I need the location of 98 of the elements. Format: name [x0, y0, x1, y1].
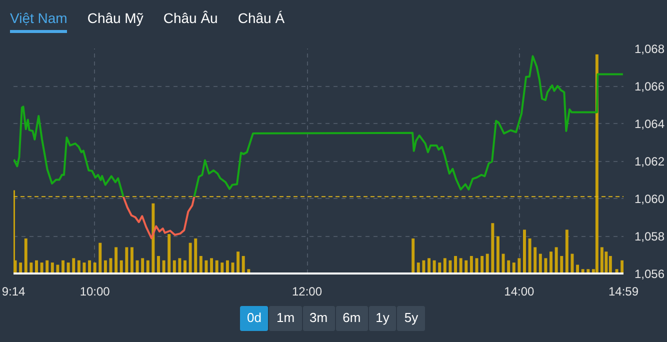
bar [120, 260, 123, 274]
text: 0d [240, 306, 268, 331]
bar [416, 262, 420, 274]
bar [432, 260, 436, 274]
bar [554, 247, 558, 274]
bar [470, 256, 473, 274]
bar [46, 260, 49, 274]
bar [98, 242, 102, 274]
text: 6m [336, 306, 368, 331]
bar [194, 238, 198, 274]
bar [576, 264, 580, 274]
bar [412, 238, 415, 274]
bar [512, 262, 516, 274]
bar [72, 258, 76, 274]
bar [19, 262, 22, 274]
bar [157, 256, 160, 274]
bar [178, 258, 182, 274]
bar [544, 258, 548, 274]
bar [491, 223, 494, 274]
y-tick-label: 1,060 [634, 192, 665, 206]
bar [66, 262, 70, 274]
bar [136, 260, 139, 274]
bar [56, 264, 60, 274]
bar [528, 238, 532, 274]
y-tick-label: 1,058 [634, 230, 665, 244]
y-tick-label: 1,068 [634, 42, 665, 56]
text: 1y [368, 306, 396, 331]
bar [236, 252, 240, 274]
bar [24, 238, 28, 274]
bar [570, 254, 574, 274]
bar [220, 262, 224, 274]
y-tick-label: 1,056 [634, 267, 665, 281]
bar [114, 247, 118, 274]
y-tick-label: 1,066 [634, 80, 665, 94]
bar [130, 247, 134, 274]
bar [538, 254, 542, 274]
bar [428, 258, 430, 274]
bar [454, 256, 458, 274]
bar [459, 258, 462, 274]
bar [523, 230, 526, 274]
bar [162, 260, 166, 274]
bar [152, 203, 155, 274]
x-tick-label: 14:59 [608, 284, 639, 298]
bar [77, 260, 80, 274]
bar [608, 256, 612, 274]
bar [496, 236, 500, 274]
bar [199, 256, 202, 274]
bar [40, 262, 44, 274]
text: Châu Á [238, 10, 285, 28]
bar [502, 254, 505, 274]
text: 5y [397, 306, 426, 331]
bar [35, 260, 38, 274]
bar [172, 260, 176, 274]
bar [104, 260, 107, 274]
bar [464, 260, 468, 274]
bar [204, 260, 208, 274]
x-tick-label: 14:00 [504, 284, 535, 298]
bar [210, 258, 214, 274]
bar [82, 262, 86, 274]
x-tick-label: 10:00 [80, 284, 110, 298]
bar [242, 256, 245, 274]
line-series [122, 196, 196, 240]
x-tick-label: 9:14 [2, 284, 26, 298]
bar [226, 260, 229, 274]
bar [50, 262, 54, 274]
bar [422, 260, 426, 274]
bar [448, 260, 452, 274]
bar [518, 258, 521, 274]
text: Châu Mỹ [87, 10, 144, 28]
bar [620, 260, 624, 274]
bar [486, 254, 489, 274]
bar [141, 258, 144, 274]
bar [550, 252, 552, 274]
bar [30, 262, 33, 274]
text: 1m [269, 306, 302, 331]
text: Việt Nam [10, 10, 68, 33]
text: 3m [302, 306, 335, 331]
bar [443, 258, 446, 274]
text: Châu Âu [163, 10, 218, 28]
x-tick-label: 12:00 [292, 284, 322, 298]
bar [93, 262, 96, 274]
bar [560, 256, 564, 274]
bar [507, 260, 510, 274]
bar [62, 260, 64, 274]
bar [600, 247, 604, 274]
bar [125, 247, 128, 274]
bar [88, 260, 92, 274]
bar [480, 256, 484, 274]
bar [565, 230, 568, 274]
bar [184, 260, 186, 274]
bar [168, 234, 171, 274]
bar [188, 242, 192, 274]
y-tick-label: 1,062 [634, 154, 665, 168]
y-tick-label: 1,064 [634, 117, 665, 131]
bar [215, 260, 218, 274]
bar [438, 262, 442, 274]
bar [534, 247, 537, 274]
bar [146, 260, 150, 274]
